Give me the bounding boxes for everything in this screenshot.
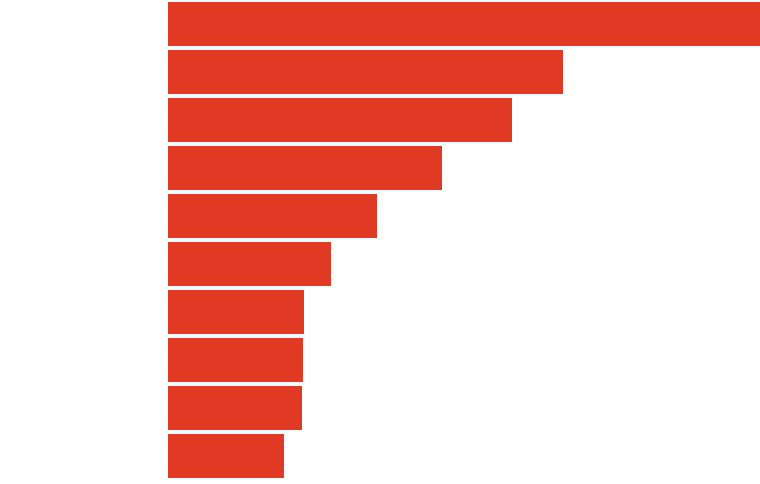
bar	[168, 386, 302, 430]
bar	[168, 146, 442, 190]
bar	[168, 50, 563, 94]
bar	[168, 242, 331, 286]
bar	[168, 434, 284, 478]
bar	[168, 194, 377, 238]
bar	[168, 338, 303, 382]
bar	[168, 2, 760, 46]
bar	[168, 98, 512, 142]
bar	[168, 290, 304, 334]
